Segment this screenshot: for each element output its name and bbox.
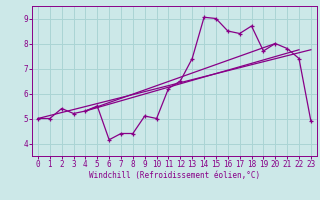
X-axis label: Windchill (Refroidissement éolien,°C): Windchill (Refroidissement éolien,°C) — [89, 171, 260, 180]
